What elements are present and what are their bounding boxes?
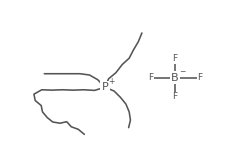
Text: −: −: [180, 67, 186, 76]
Text: F: F: [172, 54, 178, 63]
Text: P: P: [102, 82, 108, 92]
Text: F: F: [148, 73, 153, 82]
Text: B: B: [171, 73, 179, 83]
Text: F: F: [197, 73, 202, 82]
Text: +: +: [109, 77, 115, 86]
Text: F: F: [172, 92, 178, 101]
